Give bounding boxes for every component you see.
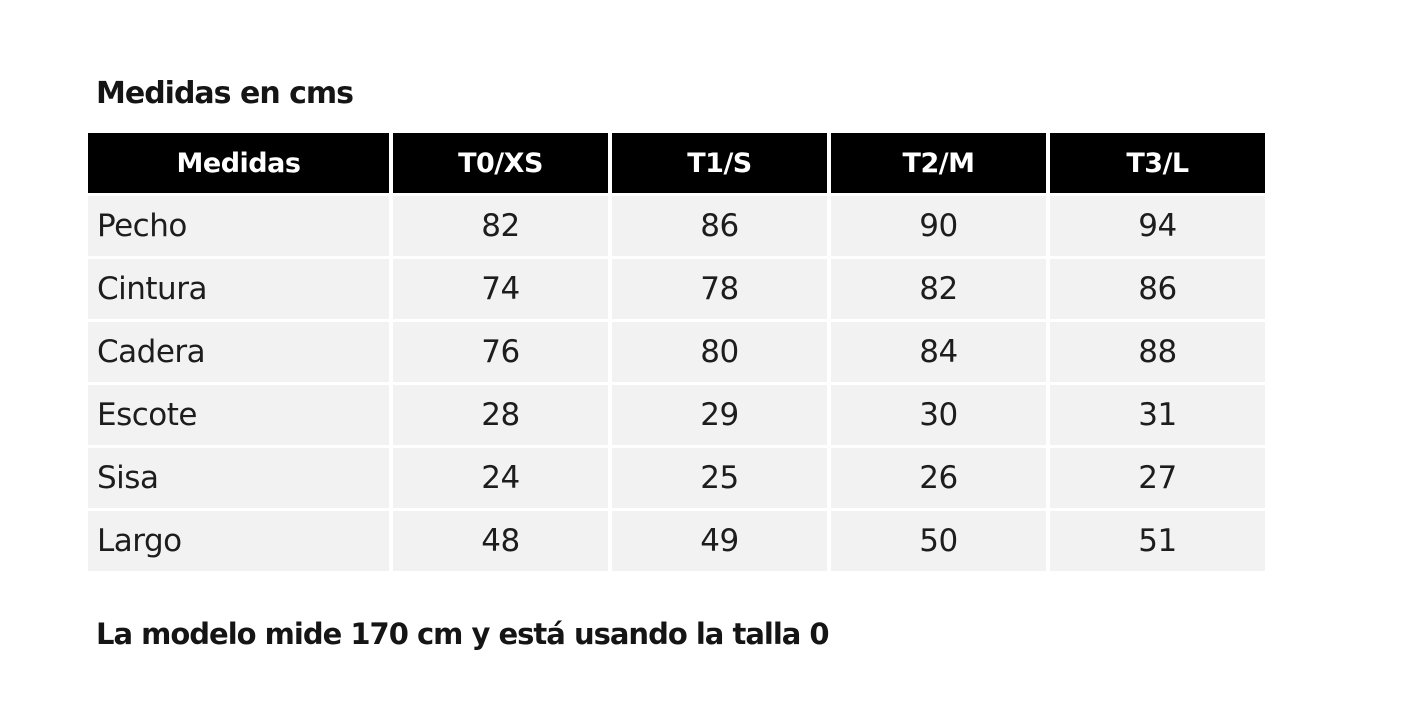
cell-value: 29 — [612, 385, 827, 445]
column-header-t1-s: T1/S — [612, 133, 827, 193]
row-label: Cintura — [88, 259, 389, 319]
cell-value: 82 — [831, 259, 1046, 319]
cell-value: 48 — [393, 511, 608, 571]
cell-value: 74 — [393, 259, 608, 319]
column-header-t3-l: T3/L — [1050, 133, 1265, 193]
row-label: Pecho — [88, 196, 389, 256]
cell-value: 90 — [831, 196, 1046, 256]
row-label: Escote — [88, 385, 389, 445]
cell-value: 31 — [1050, 385, 1265, 445]
cell-value: 76 — [393, 322, 608, 382]
cell-value: 86 — [1050, 259, 1265, 319]
column-header-medidas: Medidas — [88, 133, 389, 193]
size-chart-table: Medidas T0/XS T1/S T2/M T3/L Pecho 82 86… — [88, 133, 1265, 571]
cell-value: 88 — [1050, 322, 1265, 382]
cell-value: 82 — [393, 196, 608, 256]
cell-value: 50 — [831, 511, 1046, 571]
page-title: Medidas en cms — [96, 76, 354, 111]
cell-value: 51 — [1050, 511, 1265, 571]
row-label: Sisa — [88, 448, 389, 508]
model-size-note: La modelo mide 170 cm y está usando la t… — [96, 617, 830, 651]
cell-value: 25 — [612, 448, 827, 508]
cell-value: 26 — [831, 448, 1046, 508]
cell-value: 80 — [612, 322, 827, 382]
cell-value: 30 — [831, 385, 1046, 445]
cell-value: 27 — [1050, 448, 1265, 508]
cell-value: 86 — [612, 196, 827, 256]
cell-value: 28 — [393, 385, 608, 445]
column-header-t0-xs: T0/XS — [393, 133, 608, 193]
cell-value: 24 — [393, 448, 608, 508]
cell-value: 78 — [612, 259, 827, 319]
cell-value: 84 — [831, 322, 1046, 382]
row-label: Cadera — [88, 322, 389, 382]
cell-value: 49 — [612, 511, 827, 571]
row-label: Largo — [88, 511, 389, 571]
column-header-t2-m: T2/M — [831, 133, 1046, 193]
cell-value: 94 — [1050, 196, 1265, 256]
